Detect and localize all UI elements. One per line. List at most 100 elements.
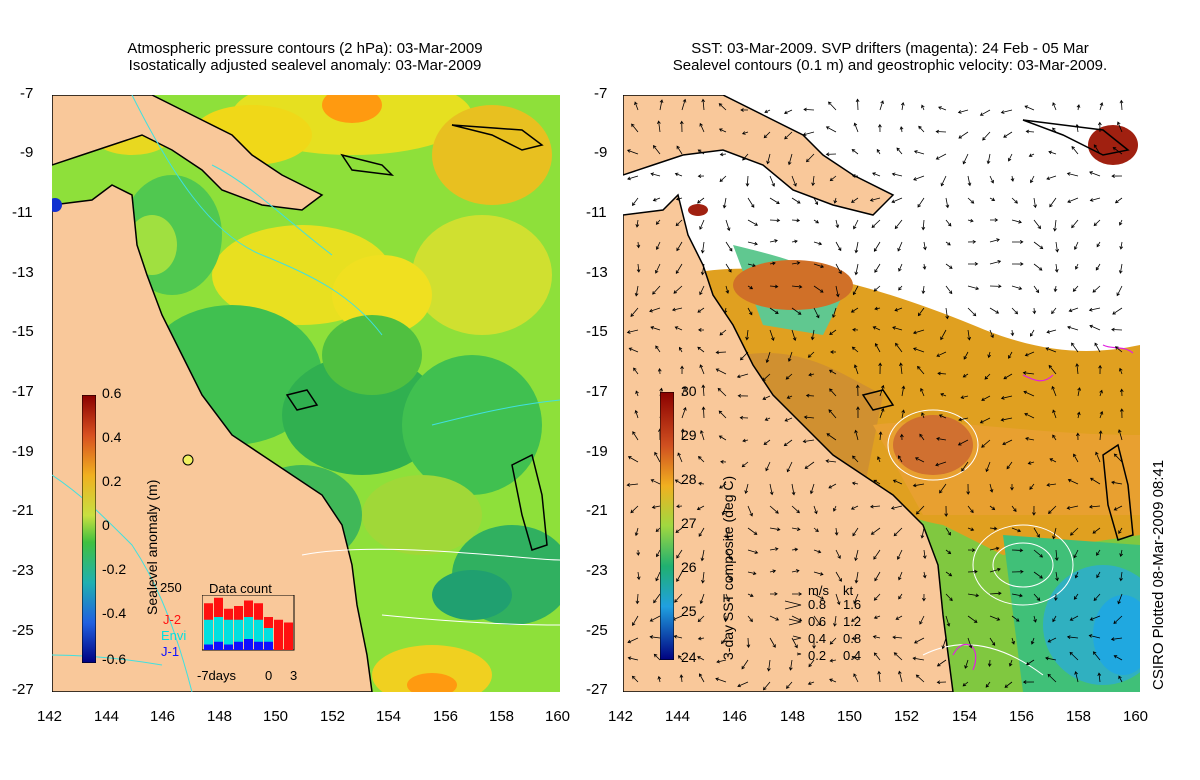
velocity-arrow <box>697 174 705 178</box>
velocity-arrow <box>721 505 727 516</box>
velocity-arrow <box>698 673 705 683</box>
velocity-ms-2: 0.4 <box>808 631 827 646</box>
velocity-arrow <box>1118 367 1123 375</box>
velocity-arrow <box>791 197 801 204</box>
velocity-arrow <box>922 263 927 270</box>
velocity-arrow <box>769 261 776 266</box>
velocity-arrow <box>833 197 838 204</box>
velocity-arrow <box>893 527 903 537</box>
velocity-arrow <box>676 571 683 583</box>
velocity-arrow <box>873 241 881 252</box>
velocity-arrow <box>923 241 927 251</box>
velocity-arrow <box>891 172 903 177</box>
velocity-arrow <box>851 615 859 623</box>
velocity-arrow <box>962 681 969 687</box>
velocity-arrow <box>784 417 793 422</box>
velocity-arrow <box>791 547 799 552</box>
velocity-arrow <box>769 197 780 205</box>
velocity-arrow <box>652 285 661 295</box>
right-map-title: SST: 03-Mar-2009. SVP drifters (magenta)… <box>590 40 1190 74</box>
velocity-arrow <box>1052 527 1057 540</box>
velocity-arrow <box>1112 147 1123 155</box>
velocity-arrow <box>967 285 980 291</box>
velocity-arrow <box>1011 548 1024 553</box>
velocity-arrow <box>791 239 798 244</box>
velocity-arrow <box>676 241 683 252</box>
velocity-arrow <box>720 459 727 464</box>
velocity-arrow <box>898 593 903 600</box>
velocity-arrow <box>804 461 815 469</box>
velocity-arrow <box>659 99 664 111</box>
velocity-arrow <box>1000 109 1013 114</box>
velocity-arrow <box>989 546 1000 551</box>
velocity-arrow <box>922 571 927 579</box>
velocity-arrow <box>851 656 859 661</box>
velocity-arrow <box>812 637 816 649</box>
velocity-arrow <box>941 637 947 650</box>
velocity-arrow <box>791 261 801 265</box>
sst-tick-4: 26 <box>681 559 697 575</box>
lat-tick-label: -27 <box>586 681 608 698</box>
velocity-arrow <box>697 656 705 661</box>
velocity-arrow <box>1011 219 1022 224</box>
velocity-arrow <box>958 417 969 422</box>
velocity-arrow <box>674 172 683 177</box>
velocity-arrow <box>1077 387 1082 397</box>
velocity-arrow <box>1054 263 1059 273</box>
velocity-arrow <box>1097 672 1102 683</box>
velocity-arrow <box>697 636 705 641</box>
velocity-arrow <box>636 241 641 249</box>
velocity-arrow <box>698 527 705 537</box>
velocity-arrow <box>700 549 705 562</box>
velocity-arrow <box>719 329 727 336</box>
velocity-arrow <box>719 152 727 157</box>
velocity-arrow <box>967 197 975 204</box>
velocity-arrow <box>717 387 727 397</box>
lat-tick-label: -11 <box>586 204 607 221</box>
velocity-arrow <box>1048 505 1057 514</box>
velocity-arrow <box>699 429 705 441</box>
velocity-arrow <box>1033 285 1040 294</box>
lon-tick-label: 152 <box>894 708 920 725</box>
velocity-arrow <box>674 593 683 603</box>
velocity-arrow <box>697 456 705 463</box>
velocity-arrow <box>1011 527 1022 533</box>
velocity-arrow <box>1032 307 1037 315</box>
velocity-arrow <box>699 285 705 296</box>
velocity-arrow <box>631 675 639 683</box>
velocity-arrow <box>913 150 925 155</box>
data-count-bar <box>234 641 243 650</box>
velocity-arrow <box>1089 477 1101 485</box>
velocity-arrow <box>1055 241 1059 253</box>
velocity-arrow <box>944 505 949 517</box>
velocity-arrow <box>725 527 730 540</box>
velocity-arrow <box>871 219 881 228</box>
velocity-arrow <box>718 410 727 419</box>
lon-tick-label: 156 <box>1009 708 1035 725</box>
velocity-arrow <box>825 126 837 133</box>
velocity-arrow <box>769 615 780 621</box>
velocity-arrow <box>747 219 759 226</box>
velocity-arrow <box>813 197 819 206</box>
velocity-arrow <box>935 129 947 134</box>
velocity-arrow <box>869 504 881 509</box>
velocity-arrow <box>853 122 859 133</box>
velocity-arrow <box>935 461 947 467</box>
velocity-arrow <box>737 681 749 688</box>
velocity-arrow <box>917 365 925 375</box>
velocity-arrow <box>1071 219 1079 229</box>
velocity-arrow <box>631 197 639 206</box>
velocity-arrow <box>1098 430 1103 441</box>
velocity-arrow <box>722 197 727 209</box>
velocity-arrow <box>989 483 994 493</box>
velocity-arrow <box>766 659 771 672</box>
velocity-arrow <box>912 347 925 353</box>
sl-tick-1: 0.4 <box>102 429 122 445</box>
velocity-arrow <box>1048 150 1057 155</box>
velocity-arrow <box>1088 504 1101 509</box>
velocity-arrow <box>785 681 793 689</box>
velocity-arrow <box>1095 263 1101 271</box>
velocity-arrow <box>764 417 771 421</box>
lat-tick-label: -13 <box>12 264 34 281</box>
velocity-arrow <box>1010 483 1014 491</box>
